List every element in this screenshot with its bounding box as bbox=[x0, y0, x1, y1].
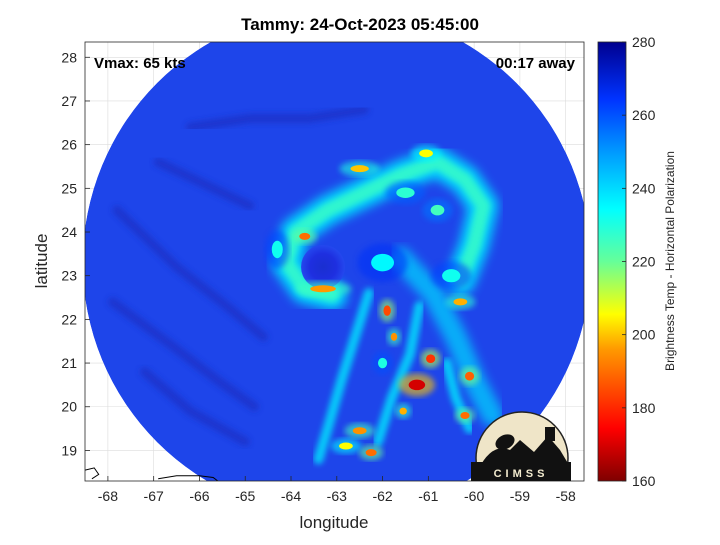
x-tick-label: -59 bbox=[510, 488, 530, 504]
x-tick-label: -63 bbox=[327, 488, 347, 504]
colorbar-tick-label: 220 bbox=[632, 254, 656, 270]
y-tick-label: 25 bbox=[61, 180, 77, 196]
colorbar-tick-label: 280 bbox=[632, 34, 656, 50]
plot-area bbox=[85, 42, 584, 481]
eastern-band bbox=[389, 247, 504, 427]
convective-cell bbox=[350, 165, 369, 173]
feeder-band bbox=[373, 301, 425, 447]
x-tick-label: -67 bbox=[144, 488, 164, 504]
rain-bands bbox=[108, 105, 504, 465]
colorbar-tick-label: 160 bbox=[632, 473, 656, 489]
x-axis-label: longitude bbox=[299, 513, 368, 532]
storm-eye bbox=[301, 244, 346, 289]
y-tick-label: 28 bbox=[61, 49, 77, 65]
logo-dish-icon bbox=[495, 434, 515, 450]
convective-cell bbox=[310, 285, 336, 293]
dark-band bbox=[140, 367, 250, 447]
convective-cell bbox=[299, 232, 311, 240]
coastline bbox=[85, 467, 100, 480]
x-tick-label: -64 bbox=[281, 488, 301, 504]
convective-cell bbox=[339, 442, 353, 450]
convective-cell bbox=[408, 379, 426, 391]
colorbar-ticks: 160 180 200 220 240 260 280 bbox=[622, 34, 656, 489]
x-tick-label: -62 bbox=[372, 488, 392, 504]
colorbar: 160 180 200 220 240 260 280 Brightness Temp - … bbox=[597, 34, 677, 489]
logo-tower-stem bbox=[549, 441, 551, 455]
convective-cell bbox=[464, 371, 475, 381]
convective-cell bbox=[365, 449, 377, 457]
convective-cell bbox=[271, 240, 283, 259]
y-tick-label: 24 bbox=[61, 224, 77, 240]
colorbar-tick-label: 240 bbox=[632, 180, 656, 196]
colorbar-gradient bbox=[597, 41, 627, 482]
x-tick-label: -61 bbox=[418, 488, 438, 504]
feeder-band bbox=[313, 288, 374, 465]
x-tick-label: -60 bbox=[464, 488, 484, 504]
x-tick-label: -66 bbox=[189, 488, 209, 504]
swath bbox=[85, 42, 584, 481]
dark-band bbox=[112, 205, 268, 342]
chart-title: Tammy: 24-Oct-2023 05:45:00 bbox=[241, 15, 479, 34]
convective-cell bbox=[396, 187, 415, 198]
cimss-logo: CIMSS bbox=[471, 411, 571, 481]
convective-cell bbox=[419, 149, 433, 158]
plot-frame bbox=[84, 41, 585, 482]
convective-cell bbox=[460, 411, 470, 419]
spiral-band-inner bbox=[279, 155, 491, 303]
vmax-annotation: Vmax: 65 kts bbox=[94, 55, 186, 72]
y-tick-label: 19 bbox=[61, 442, 77, 458]
dark-band bbox=[108, 297, 259, 412]
y-tick-label: 27 bbox=[61, 93, 77, 109]
land-outline bbox=[85, 467, 219, 481]
y-tick-label: 20 bbox=[61, 399, 77, 415]
convective-cell bbox=[442, 269, 461, 283]
x-axis-ticks: -68 -67 -66 -65 -64 -63 -62 -61 -60 -59 -58 bbox=[98, 476, 576, 504]
time-away-annotation: 00:17 away bbox=[496, 55, 576, 72]
dark-band bbox=[153, 157, 255, 211]
colorbar-tick-label: 180 bbox=[632, 400, 656, 416]
coastline bbox=[158, 475, 219, 481]
colorbar-tick-label: 200 bbox=[632, 327, 656, 343]
y-tick-label: 23 bbox=[61, 268, 77, 284]
convective-cell bbox=[383, 305, 391, 316]
colorbar-tick-label: 260 bbox=[632, 107, 656, 123]
x-tick-label: -58 bbox=[556, 488, 576, 504]
convective-cell bbox=[399, 407, 407, 415]
logo-text: CIMSS bbox=[494, 468, 549, 480]
y-tick-label: 26 bbox=[61, 137, 77, 153]
x-tick-label: -65 bbox=[235, 488, 255, 504]
logo-banner bbox=[471, 462, 571, 481]
y-axis-ticks: 19 20 21 22 23 24 25 26 27 28 bbox=[61, 49, 90, 458]
logo-tower-icon bbox=[545, 427, 555, 441]
x-tick-label: -68 bbox=[98, 488, 118, 504]
convective-cell bbox=[430, 204, 445, 216]
y-tick-label: 22 bbox=[61, 311, 77, 327]
convective-cell bbox=[377, 357, 388, 369]
y-axis-label: latitude bbox=[32, 234, 51, 289]
convective-cells bbox=[265, 144, 521, 461]
convective-cell bbox=[390, 332, 398, 341]
convective-cell bbox=[426, 354, 436, 364]
convective-cell bbox=[352, 427, 367, 435]
convective-cell bbox=[371, 253, 395, 272]
convective-cell bbox=[453, 298, 468, 306]
colorbar-label: Brightness Temp - Horizontal Polarizatio… bbox=[663, 151, 677, 371]
logo-skyline bbox=[478, 436, 571, 470]
y-tick-label: 21 bbox=[61, 355, 77, 371]
dark-band bbox=[185, 105, 369, 132]
